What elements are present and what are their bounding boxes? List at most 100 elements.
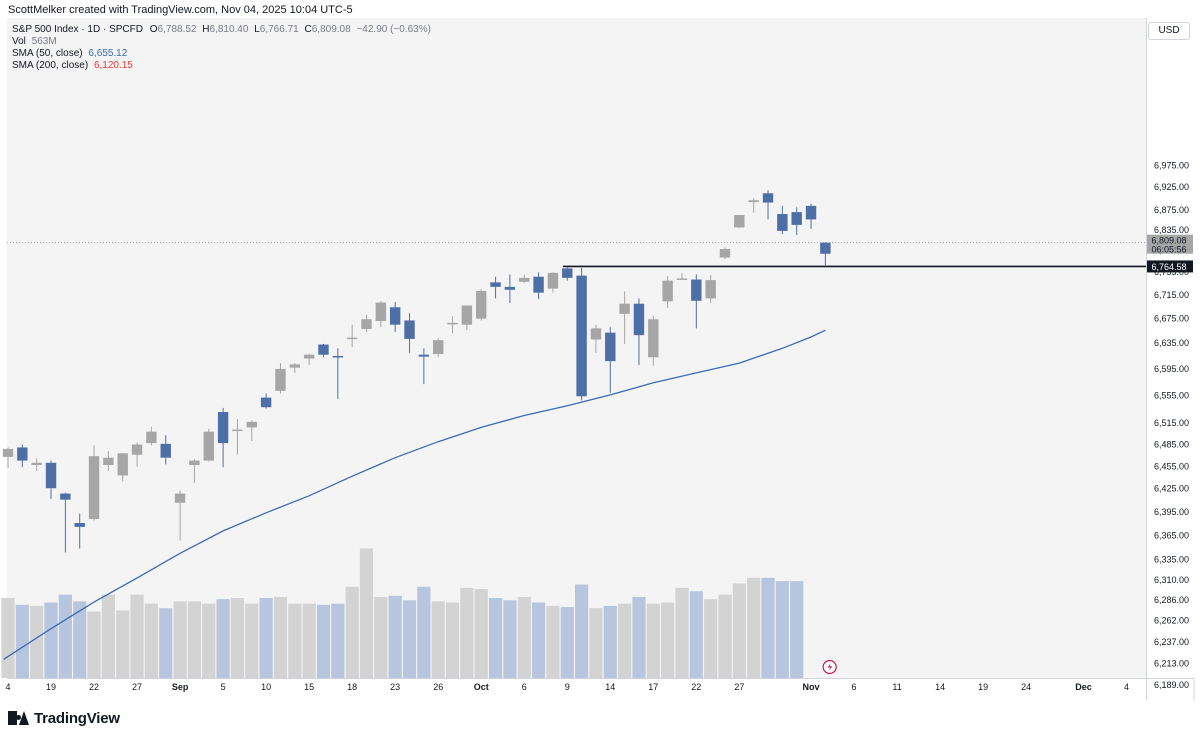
candle [461, 305, 473, 331]
time-tick-label: 18 [347, 682, 357, 692]
volume-bar [388, 595, 402, 678]
volume-bar [1, 598, 15, 678]
time-tick-label: Sep [172, 682, 189, 692]
volume-bar [517, 596, 531, 678]
volume-bar [632, 596, 646, 678]
horizontal-level-line[interactable] [7, 242, 1146, 268]
volume-bar [15, 604, 29, 678]
footer: TradingView [0, 700, 1200, 737]
volume-bar [589, 608, 603, 678]
time-tick-label: 4 [1124, 682, 1129, 692]
volume-bar [130, 594, 144, 678]
candle [533, 272, 544, 300]
sma200-row: SMA (200, close) 6,120.15 [12, 60, 431, 72]
price-tick-label: 6,335.00 [1154, 554, 1189, 564]
candle-body [662, 280, 673, 302]
volume-bar [689, 591, 703, 678]
candle-body [547, 272, 559, 289]
price-chart[interactable]: 6,975.006,925.006,875.006,835.006,795.00… [0, 18, 1200, 700]
volume-bar [73, 601, 87, 678]
time-tick-label: 10 [261, 682, 271, 692]
candle [31, 458, 42, 471]
candle-body [777, 214, 788, 231]
time-tick-label: 14 [605, 682, 615, 692]
volume-bar [345, 586, 359, 678]
price-tick-label: 6,875.00 [1154, 205, 1189, 215]
price-axis[interactable]: 6,975.006,925.006,875.006,835.006,795.00… [1154, 160, 1189, 690]
sma50-label[interactable]: SMA (50, close) [12, 48, 83, 59]
price-tick-label: 6,455.00 [1154, 461, 1189, 471]
volume-bar [259, 598, 273, 678]
candle [762, 190, 774, 220]
candle-body [131, 444, 143, 455]
candle-body [418, 354, 430, 357]
symbol-title[interactable]: S&P 500 Index · 1D · SPCFD [12, 24, 143, 35]
time-axis[interactable]: 4 19 22 27 Sep 5 10 15 18 23 26 Oct 6 9 14 17 22 27 Nov 6 11… [5, 682, 1129, 692]
candle-body [260, 397, 272, 408]
brand-name: TradingView [34, 709, 120, 727]
candle [734, 215, 745, 228]
high-label: H [202, 24, 210, 35]
candle [189, 459, 200, 483]
symbol-row: S&P 500 Index · 1D · SPCFD O6,788.52 H6,… [12, 24, 431, 36]
candle [748, 198, 759, 213]
volume-bar [704, 599, 718, 678]
tradingview-logo[interactable]: TradingView [8, 708, 120, 728]
volume-bar [230, 598, 245, 678]
candle [705, 275, 716, 304]
sma200-label[interactable]: SMA (200, close) [12, 60, 89, 71]
time-tick-label: 6 [852, 682, 857, 692]
time-tick-label: 19 [46, 682, 56, 692]
volume-bar [302, 603, 316, 678]
candle-body [31, 462, 42, 466]
candle-body [174, 493, 186, 503]
candle-body [562, 268, 573, 278]
candle [418, 348, 430, 385]
price-tick-label: 6,515.00 [1154, 418, 1189, 428]
candle [260, 393, 272, 409]
time-tick-label: 19 [978, 682, 988, 692]
price-tick-label: 6,237.00 [1154, 637, 1189, 647]
candle-body [648, 319, 659, 358]
candle-body [504, 286, 516, 290]
volume-bar [747, 577, 761, 678]
candle-body [60, 493, 71, 500]
candle-body [734, 215, 745, 228]
candle-body [705, 280, 716, 299]
candle-body [275, 368, 286, 391]
candle [590, 324, 602, 353]
time-tick-label: 5 [221, 682, 226, 692]
volume-bar [488, 598, 503, 678]
volume-bar [101, 594, 115, 678]
volume-bar [116, 610, 130, 678]
time-tick-label: Nov [803, 682, 820, 692]
candle-body [189, 460, 200, 466]
time-tick-label: 22 [89, 682, 99, 692]
price-tick-label: 6,555.00 [1154, 390, 1189, 400]
candle [332, 348, 344, 399]
time-tick-label: 27 [132, 682, 142, 692]
candle [576, 267, 587, 401]
candle-body [217, 412, 229, 444]
candle [17, 444, 28, 468]
candle-body [88, 456, 100, 520]
candle-body [2, 448, 14, 457]
time-tick-label: Oct [474, 682, 489, 692]
candle [346, 324, 358, 348]
volume-bar [288, 603, 302, 678]
volume-bar [402, 600, 417, 678]
price-tick-label: 6,485.00 [1154, 439, 1189, 449]
currency-button[interactable]: USD [1148, 22, 1190, 40]
high-value: 6,810.40 [209, 24, 249, 35]
candle [389, 301, 401, 333]
candle-body [748, 200, 759, 203]
candle [777, 205, 788, 234]
candle [447, 316, 458, 334]
candle [619, 291, 630, 344]
volume-bar [316, 604, 331, 678]
volume-label[interactable]: Vol [12, 36, 26, 47]
sma-50-line [3, 329, 826, 660]
sma200-value: 6,120.15 [93, 60, 133, 71]
volume-value: 563M [31, 36, 57, 47]
price-tick-label: 6,975.00 [1154, 160, 1189, 170]
